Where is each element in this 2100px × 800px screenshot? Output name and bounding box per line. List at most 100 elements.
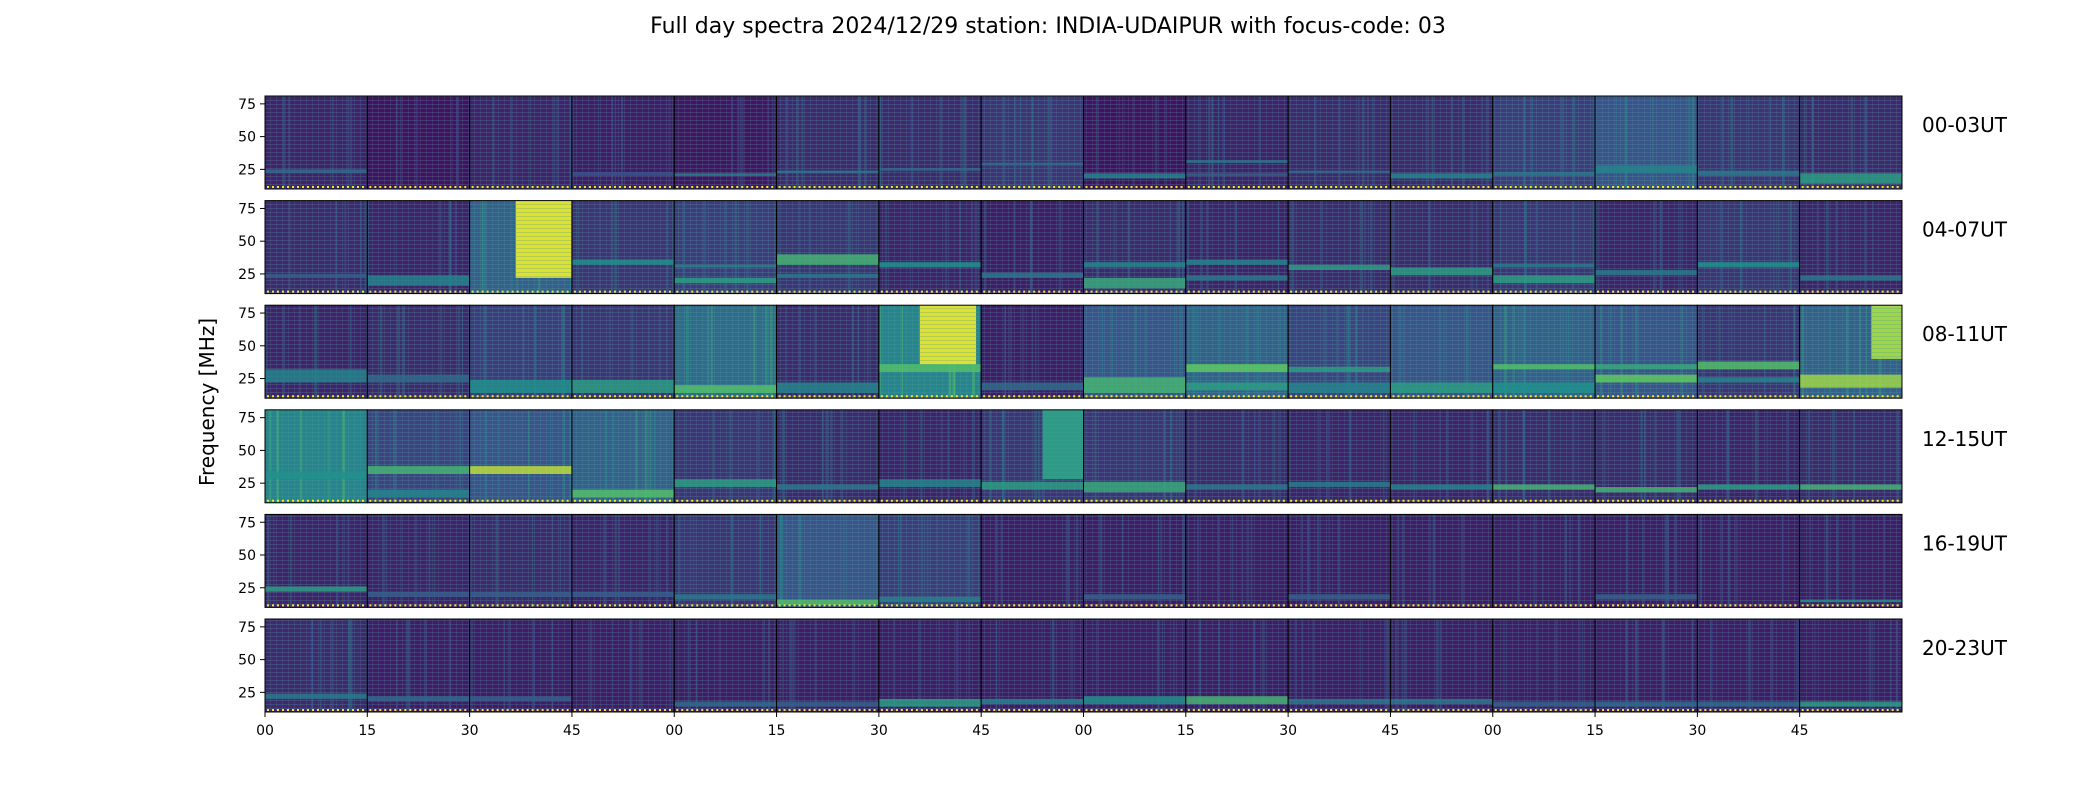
spectrogram-streak xyxy=(1099,514,1103,608)
spectrogram-streak xyxy=(759,514,761,608)
spectrogram-panel xyxy=(571,409,675,504)
spectrogram-streak xyxy=(963,409,966,503)
spectrogram-texture xyxy=(878,619,982,712)
spectrogram-streak xyxy=(612,409,615,503)
spectrogram-streak xyxy=(1691,619,1694,712)
spectrogram-streak xyxy=(723,200,727,294)
x-tick-label: 00 xyxy=(256,723,274,739)
spectrogram-panel xyxy=(1492,95,1597,190)
burst-texture xyxy=(1042,409,1084,480)
spectrogram-streak xyxy=(1294,619,1297,712)
spectrogram-panel xyxy=(1594,618,1698,713)
emission-band xyxy=(878,698,982,707)
spectra-row: 75 50 25 08-11UT xyxy=(238,304,2008,399)
spectrogram-streak xyxy=(392,409,396,503)
spectrogram-streak xyxy=(529,96,532,189)
spectrogram-streak xyxy=(1034,305,1037,399)
spectrogram-streak xyxy=(327,409,330,503)
spectrogram-streak xyxy=(556,96,559,189)
spectrogram-streak xyxy=(289,514,292,608)
emission-band xyxy=(1288,264,1391,271)
spectrogram-streak xyxy=(746,200,749,294)
spectrogram-streak xyxy=(347,619,351,712)
x-tick-label: 45 xyxy=(972,723,990,739)
spectrogram-streak xyxy=(777,200,780,294)
spectrogram-streak xyxy=(1592,96,1594,189)
spectrogram-streak xyxy=(1730,96,1734,189)
spectrogram-streak xyxy=(1050,96,1053,189)
spectrogram-streak xyxy=(1865,305,1868,399)
spectrogram-streak xyxy=(1727,514,1731,608)
spectrogram-streak xyxy=(1699,514,1703,608)
spectrogram-streak xyxy=(968,619,970,712)
spectrogram-streak xyxy=(1254,409,1256,503)
spectra-row: 75 50 25 20-23UT xyxy=(238,618,2008,713)
x-axis-ticks: 00 15 30 45 00 15 30 45 00 15 30 45 00 15 30 45 xyxy=(256,712,1809,739)
spectrogram-streak xyxy=(1218,619,1221,712)
emission-band xyxy=(878,479,982,488)
spectrogram-texture xyxy=(1288,200,1391,294)
spectrogram-streak xyxy=(730,514,734,608)
spectrogram-streak xyxy=(1572,409,1575,503)
y-tick-label: 50 xyxy=(238,339,256,355)
spectrogram-streak xyxy=(1896,409,1900,503)
spectrogram-streak xyxy=(1096,200,1099,294)
spectrogram-streak xyxy=(955,619,959,712)
spectrogram-panel xyxy=(1799,304,1903,399)
emission-band xyxy=(1390,698,1493,705)
spectrogram-streak xyxy=(1476,200,1478,294)
spectrogram-panel xyxy=(980,409,1084,504)
spectrogram-streak xyxy=(1111,305,1114,399)
spectrogram-streak xyxy=(1826,514,1828,608)
spectrogram-texture xyxy=(878,514,982,608)
spectrogram-panel xyxy=(776,618,880,713)
spectrogram-streak xyxy=(563,305,565,399)
spectrogram-streak xyxy=(1362,305,1364,399)
spectrogram-streak xyxy=(400,514,402,608)
spectrogram-streak xyxy=(1348,409,1352,503)
spectrogram-panel xyxy=(1492,304,1596,399)
spectrogram-panel xyxy=(1287,304,1391,399)
spectrogram-streak xyxy=(1031,305,1033,399)
spectrogram-streak xyxy=(1395,619,1398,712)
emission-band xyxy=(776,701,879,707)
spectrogram-streak xyxy=(1793,305,1796,399)
panel-frame xyxy=(1799,304,1903,399)
spectrogram-streak xyxy=(1577,514,1581,608)
spectrogram-streak xyxy=(299,409,303,503)
emission-band xyxy=(265,273,368,278)
spectrogram-streak xyxy=(1461,96,1465,189)
spectrogram-streak xyxy=(397,305,401,399)
spectrogram-streak xyxy=(1435,619,1439,712)
spectrogram-streak xyxy=(1747,619,1750,712)
spectrogram-streak xyxy=(1135,409,1137,503)
spectrogram-streak xyxy=(1070,619,1074,712)
spectrogram-streak xyxy=(1359,619,1361,712)
spectrogram-streak xyxy=(1485,96,1488,189)
spectrogram-streak xyxy=(867,305,869,399)
spectrogram-streak xyxy=(939,96,943,189)
spectrogram-streak xyxy=(343,514,345,608)
emission-band xyxy=(1799,275,1902,281)
emission-band xyxy=(367,591,470,597)
spectrogram-texture xyxy=(265,514,368,608)
spectrogram-texture xyxy=(1595,514,1698,608)
spectrogram-streak xyxy=(532,619,535,712)
spectrogram-streak xyxy=(1814,619,1816,712)
spectrogram-streak xyxy=(685,409,687,503)
spectrogram-streak xyxy=(1789,200,1793,294)
spectrogram-panel xyxy=(1594,513,1698,608)
emission-band xyxy=(265,586,368,592)
spectrogram-panel xyxy=(878,200,982,295)
spectrogram-streak xyxy=(454,409,456,503)
spectrogram-streak xyxy=(572,96,575,189)
y-tick-label: 50 xyxy=(238,548,256,564)
spectrogram-streak xyxy=(1816,200,1819,294)
spectrogram-streak xyxy=(1517,514,1520,608)
spectrogram-streak xyxy=(415,514,418,608)
spectrogram-panel xyxy=(878,409,982,504)
spectrogram-streak xyxy=(814,305,817,399)
spectrogram-streak xyxy=(1572,96,1576,189)
spectrogram-panel xyxy=(1799,409,1903,504)
emission-band xyxy=(1083,696,1186,705)
